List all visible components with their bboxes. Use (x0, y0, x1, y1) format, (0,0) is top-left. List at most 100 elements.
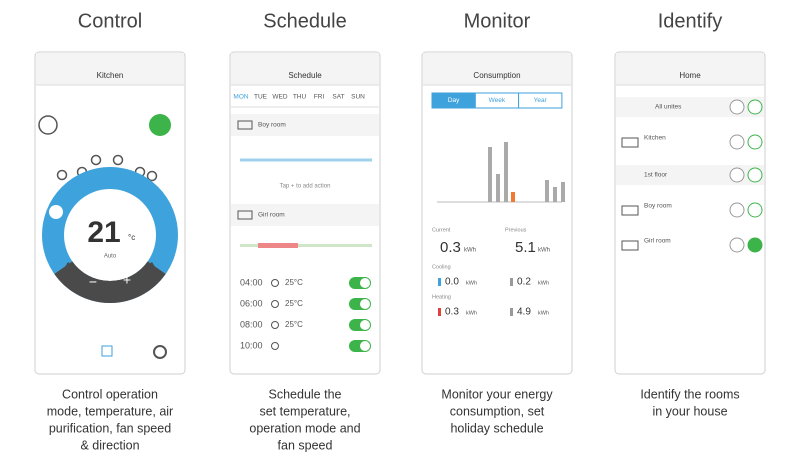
day-tab[interactable]: MON (233, 94, 248, 101)
entry-temp: 25°C (285, 320, 303, 329)
caption-line: purification, fan speed (49, 421, 171, 435)
identify-title: Home (679, 71, 701, 80)
day-tab[interactable]: SAT (332, 94, 344, 101)
usage-bar (561, 182, 565, 202)
entry-time: 08:00 (240, 319, 263, 329)
schedule-hint: Tap + to add action (280, 184, 331, 190)
caption-line: Schedule the (269, 387, 342, 401)
heading: Monitor (464, 10, 531, 32)
ring-handle (49, 205, 63, 219)
heating-label: Heating (432, 294, 451, 300)
value-unit: kWh (464, 248, 476, 254)
period-tab-label: Week (489, 97, 506, 104)
energy-icon (510, 278, 513, 286)
current-value: 0.3 (440, 239, 461, 256)
nav-bar (423, 53, 571, 85)
heading: Identify (658, 10, 722, 32)
energy-value: 0.0 (445, 277, 459, 288)
caption-line: set temperature, (259, 404, 350, 418)
day-tab[interactable]: SUN (351, 94, 365, 101)
usage-bar (545, 180, 549, 202)
period-tab-label: Year (534, 97, 548, 104)
caption-line: Monitor your energy (441, 387, 553, 401)
energy-value: 4.9 (517, 307, 531, 318)
power-button (39, 116, 57, 134)
home-item: All unites (655, 104, 682, 111)
monitor-title: Consumption (473, 71, 520, 80)
energy-icon (438, 308, 441, 316)
usage-bar (488, 147, 492, 202)
caption-line: operation mode and (249, 421, 360, 435)
caption-line: mode, temperature, air (47, 404, 173, 418)
caption-line: consumption, set (450, 404, 545, 418)
nav-bar (36, 53, 184, 85)
previous-label: Previous (505, 227, 527, 233)
day-tab[interactable]: FRI (314, 94, 325, 101)
schedule-room: Boy room (258, 122, 286, 129)
identify-button[interactable] (730, 100, 744, 114)
room-row (231, 204, 379, 226)
period-tab-label: Day (448, 97, 460, 104)
value-unit: kWh (466, 310, 477, 316)
energy-value: 0.3 (445, 307, 459, 318)
entry-time: 04:00 (240, 277, 263, 287)
caption-line: holiday schedule (450, 421, 543, 435)
minus-button[interactable]: − (89, 274, 97, 290)
temperature: 21 (87, 216, 120, 249)
feature-overview: Control Control operation mode, temperatur… (0, 0, 796, 468)
toggle-knob (360, 341, 370, 351)
room-name: Kitchen (97, 71, 124, 80)
day-tab[interactable]: TUE (254, 94, 268, 101)
usage-bar (553, 187, 557, 202)
usage-bar (504, 142, 508, 202)
heading: Schedule (263, 10, 346, 32)
entry-time: 06:00 (240, 298, 263, 308)
power-button[interactable] (748, 168, 762, 182)
value-unit: kWh (538, 248, 550, 254)
caption-line: Control operation (62, 387, 158, 401)
energy-icon (510, 308, 513, 316)
day-tab[interactable]: WED (272, 94, 287, 101)
power-button[interactable] (748, 135, 762, 149)
previous-value: 5.1 (515, 239, 536, 256)
power-button[interactable] (748, 203, 762, 217)
schedule-room: Girl room (258, 212, 285, 219)
caption-line: in your house (652, 404, 727, 418)
home-item: Kitchen (644, 135, 666, 142)
entry-temp: 25°C (285, 278, 303, 287)
entry-time: 10:00 (240, 340, 263, 350)
temperature-unit: °c (128, 233, 135, 242)
plus-button[interactable]: + (123, 272, 131, 288)
caption-line: fan speed (278, 438, 333, 452)
current-label: Current (432, 227, 451, 233)
heading: Control (78, 10, 142, 32)
nav-bar (616, 53, 764, 85)
day-tab[interactable]: THU (293, 94, 307, 101)
nav-bar (231, 53, 379, 85)
room-row (231, 114, 379, 136)
toggle-knob (360, 320, 370, 330)
power-button[interactable] (748, 100, 762, 114)
toggle-knob (360, 299, 370, 309)
mode-label: Auto (104, 254, 117, 260)
home-item: Boy room (644, 203, 672, 210)
usage-bar (496, 174, 500, 202)
energy-icon (438, 278, 441, 286)
identify-button[interactable] (730, 168, 744, 182)
identify-button[interactable] (730, 203, 744, 217)
cooling-label: Cooling (432, 264, 451, 270)
value-unit: kWh (538, 280, 549, 286)
home-item: 1st floor (644, 172, 668, 179)
value-unit: kWh (466, 280, 477, 286)
power-button[interactable] (748, 238, 762, 252)
entry-temp: 25°C (285, 299, 303, 308)
energy-value: 0.2 (517, 277, 531, 288)
value-unit: kWh (538, 310, 549, 316)
toggle-knob (360, 278, 370, 288)
caption-line: Identify the rooms (640, 387, 739, 401)
usage-bar (511, 192, 515, 202)
identify-button[interactable] (730, 238, 744, 252)
home-item: Girl room (644, 238, 671, 245)
identify-button[interactable] (730, 135, 744, 149)
timeline-segment (258, 243, 298, 248)
